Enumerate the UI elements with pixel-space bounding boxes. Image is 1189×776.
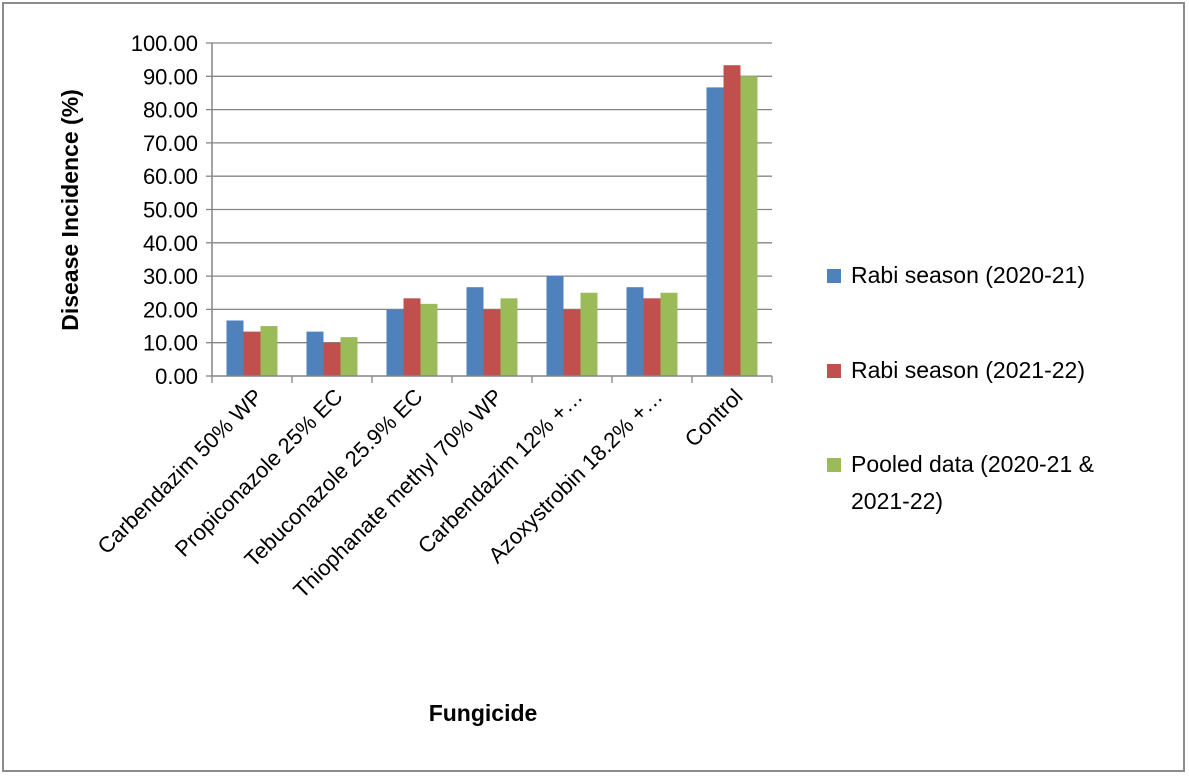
bar: [563, 309, 581, 376]
bar: [643, 298, 661, 376]
legend-swatch: [827, 458, 841, 472]
x-tick-label: Control: [680, 384, 748, 452]
bar: [403, 298, 421, 376]
legend-swatch: [827, 269, 841, 283]
bar: [626, 287, 644, 376]
bar: [660, 292, 678, 376]
legend: Rabi season (2020-21) Rabi season (2021-2…: [827, 262, 1094, 514]
bar: [243, 331, 261, 376]
bar: [580, 292, 598, 376]
y-tick-label: 60.00: [143, 164, 198, 189]
legend-label: Rabi season (2020-21): [851, 262, 1085, 288]
y-tick-label: 80.00: [143, 98, 198, 123]
legend-label-line: 2021-22): [851, 488, 943, 514]
legend-label-line: Rabi season (2020-21): [851, 262, 1085, 288]
bar: [500, 298, 518, 376]
bar: [323, 342, 341, 376]
bars: [226, 65, 758, 377]
y-axis-title: Disease Incidence (%): [57, 89, 83, 331]
bar: [386, 309, 404, 376]
axes: [206, 42, 773, 383]
bar: [340, 337, 358, 376]
x-axis-title: Fungicide: [429, 700, 538, 726]
legend-label-line: Rabi season (2021-22): [851, 357, 1085, 383]
bar: [483, 309, 501, 376]
bar: [260, 326, 278, 376]
y-tick-label: 20.00: [143, 297, 198, 322]
bar: [706, 87, 724, 376]
gridlines: [212, 42, 772, 344]
legend-label: Rabi season (2021-22): [851, 357, 1085, 383]
bar: [306, 331, 324, 376]
bar: [466, 287, 484, 376]
bar: [723, 65, 741, 377]
bar: [546, 276, 564, 376]
y-tick-label: 30.00: [143, 264, 198, 289]
y-tick-label: 100.00: [131, 31, 198, 56]
y-tick-label: 0.00: [155, 364, 198, 389]
y-tick-label: 50.00: [143, 198, 198, 223]
legend-label: Pooled data (2020-21 & 2021-22): [851, 451, 1094, 514]
legend-swatch: [827, 364, 841, 378]
y-tick-label: 10.00: [143, 331, 198, 356]
y-tick-labels: 0.00 10.00 20.00 30.00 40.00 50.00 60.00 70.00 8…: [131, 31, 198, 389]
bar: [226, 320, 244, 376]
bar: [420, 303, 438, 376]
bar: [740, 76, 758, 377]
y-tick-label: 70.00: [143, 131, 198, 156]
legend-label-line: Pooled data (2020-21 &: [851, 451, 1094, 477]
y-tick-label: 40.00: [143, 231, 198, 256]
y-tick-label: 90.00: [143, 64, 198, 89]
